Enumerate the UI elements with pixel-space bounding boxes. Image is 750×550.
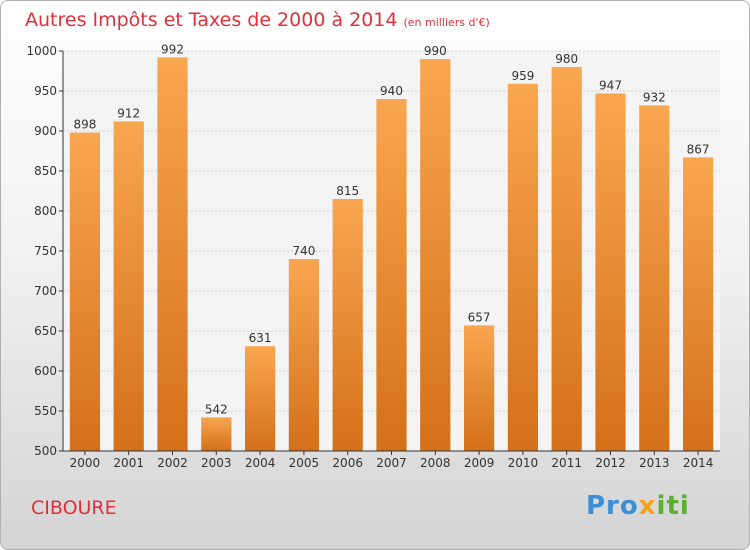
data-label: 740 [292,244,315,258]
bar [113,121,144,452]
x-tick-label: 2012 [595,456,626,470]
bar [507,83,539,452]
data-label: 947 [599,78,622,92]
bar [69,132,101,451]
x-tick-label: 2010 [508,456,539,470]
y-tick-label: 1000 [26,44,57,58]
city-name: CIBOURE [31,497,117,519]
bar [288,259,320,451]
bar [157,57,188,452]
x-tick-label: 2002 [157,456,188,470]
data-label: 542 [205,402,228,416]
data-label: 867 [687,142,710,156]
y-tick-label: 800 [34,204,57,218]
bar [201,417,232,451]
logo-part-2: x [638,491,657,521]
data-label: 992 [161,42,184,56]
x-tick-label: 2000 [70,456,101,470]
y-tick-label: 600 [34,364,57,378]
logo-part-3: iti [656,491,690,521]
data-label: 980 [555,52,578,66]
y-tick-label: 700 [34,284,57,298]
bar [332,199,363,451]
data-label: 898 [73,118,96,132]
y-tick-label: 850 [34,164,57,178]
data-label: 912 [117,106,140,120]
y-tick-label: 900 [34,124,57,138]
title-unit: (en milliers d'€) [403,16,490,29]
x-tick-label: 2001 [113,456,144,470]
chart-title: Autres Impôts et Taxes de 2000 à 2014 (en… [25,9,490,31]
x-tick-label: 2004 [245,456,276,470]
x-tick-label: 2013 [639,456,670,470]
bar [682,157,714,451]
x-tick-label: 2003 [201,456,232,470]
data-label: 959 [511,69,534,83]
y-tick-label: 550 [34,404,57,418]
bar [244,346,276,451]
data-label: 657 [468,310,491,324]
bar [551,67,582,451]
x-tick-label: 2005 [289,456,320,470]
x-tick-label: 2011 [551,456,582,470]
data-label: 932 [643,90,666,104]
y-tick-label: 750 [34,244,57,258]
bar [639,105,670,452]
title-text: Autres Impôts et Taxes de 2000 à 2014 [25,9,398,31]
x-tick-label: 2014 [683,456,714,470]
data-label: 815 [336,184,359,198]
y-tick-label: 950 [34,84,57,98]
x-tick-label: 2006 [332,456,363,470]
proxiti-logo[interactable]: Proxiti [586,491,690,521]
y-tick-label: 650 [34,324,57,338]
logo-part-1: Pro [586,491,639,521]
bar [376,99,407,451]
bar [595,93,626,452]
bar [463,325,495,451]
x-tick-label: 2007 [376,456,407,470]
bar [420,59,451,451]
y-tick-label: 500 [34,444,57,458]
data-label: 631 [249,331,272,345]
data-label: 990 [424,44,447,58]
data-label: 940 [380,84,403,98]
x-tick-label: 2008 [420,456,451,470]
x-tick-label: 2009 [464,456,495,470]
